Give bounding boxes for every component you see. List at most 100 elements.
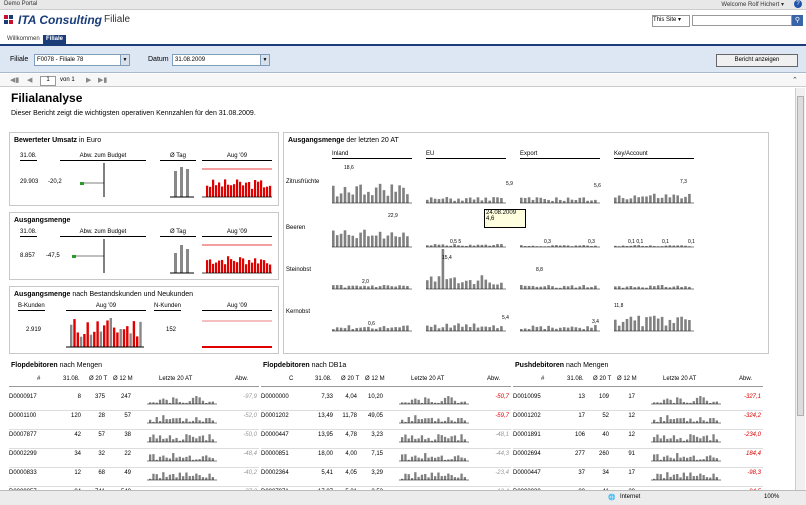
debitor-id[interactable]: D0001202 — [513, 413, 541, 419]
row-sparkline — [147, 449, 217, 465]
table-cell: 4,00 — [333, 451, 357, 457]
spark-bar — [175, 477, 177, 480]
sm-bar — [457, 323, 460, 331]
sm-data-label: 0,6 — [368, 321, 375, 327]
tab-filiale[interactable]: Filiale — [43, 35, 66, 44]
sm-bar — [669, 320, 672, 331]
bkunden-bar — [77, 332, 79, 347]
debitor-id[interactable]: D0001891 — [513, 432, 541, 438]
debitor-id[interactable]: D0000917 — [9, 394, 37, 400]
sm-bar — [567, 198, 570, 203]
sm-cell — [332, 184, 412, 203]
debitor-id[interactable]: D0007877 — [9, 432, 37, 438]
ausgang-month-chart — [202, 239, 274, 275]
search-input[interactable] — [692, 15, 792, 26]
sm-bar — [391, 232, 394, 247]
debitor-id[interactable]: D0001202 — [261, 413, 289, 419]
bestand-header-n: N-Kunden — [154, 303, 181, 311]
zoom-level[interactable]: 100% — [764, 494, 779, 500]
sm-bar — [438, 245, 441, 247]
sm-bar — [430, 197, 433, 203]
spark-bar — [199, 420, 201, 423]
sm-bar — [375, 329, 378, 331]
ausgang-avg-chart — [166, 239, 196, 275]
sm-bar — [528, 286, 531, 289]
collapse-icon[interactable]: ⌃ — [792, 76, 798, 84]
spark-bar — [431, 457, 433, 461]
sm-bar — [571, 327, 574, 331]
table-cell: -50,7 — [471, 394, 509, 400]
month-bar — [206, 186, 208, 197]
next-page-icon[interactable]: ▶ — [86, 76, 91, 84]
view-report-button[interactable]: Bericht anzeigen — [716, 54, 798, 67]
bestand-header-baug: Aug '09 — [66, 303, 146, 311]
filiale-select[interactable]: F0078 - Filiale 78 ▼ — [34, 54, 130, 66]
tab-willkommen[interactable]: Willkommen — [4, 35, 43, 44]
sm-bar — [359, 233, 362, 247]
spark-bar — [464, 402, 466, 404]
debitor-id[interactable]: D0000447 — [513, 470, 541, 476]
spark-bar — [444, 437, 446, 442]
debitor-id[interactable]: D0000833 — [9, 470, 37, 476]
month-bar — [233, 261, 235, 273]
debitor-id[interactable]: D0000000 — [261, 394, 289, 400]
sm-row-zitrus: Zitrusfrüchte — [286, 179, 319, 185]
first-page-icon[interactable]: ◀▮ — [10, 76, 19, 84]
spark-bar — [679, 438, 681, 442]
month-bar — [209, 187, 211, 197]
debitor-id[interactable]: D0002299 — [9, 451, 37, 457]
sm-bar — [461, 282, 464, 289]
datum-select[interactable]: 31.08.2009 ▼ — [172, 54, 270, 66]
spark-bar — [175, 399, 177, 404]
debitor-id[interactable]: D0010095 — [513, 394, 541, 400]
debitor-id[interactable]: D0000447 — [261, 432, 289, 438]
search-scope-select[interactable]: This Site ▾ — [652, 15, 690, 27]
debitor-id[interactable]: D0002694 — [513, 451, 541, 457]
search-button[interactable]: ⚲ — [792, 15, 803, 26]
sm-bar — [676, 317, 679, 331]
spark-bar — [673, 475, 675, 480]
sm-bar — [649, 317, 652, 331]
prev-page-icon[interactable]: ◀ — [27, 76, 32, 84]
page-input[interactable]: 1 — [40, 76, 56, 86]
debitor-id[interactable]: D0002364 — [261, 470, 289, 476]
umsatz-header-month: Aug '09 — [202, 153, 272, 161]
sm-cell — [520, 285, 600, 289]
site-name-link[interactable]: Demo Portal — [4, 1, 37, 7]
spark-bar — [172, 474, 174, 480]
sm-bar — [348, 235, 351, 247]
sm-bar — [500, 283, 503, 289]
umsatz-header-avg: Ø Tag — [160, 153, 196, 161]
sm-cell — [520, 325, 600, 331]
sm-bar — [536, 327, 539, 331]
sm-bar — [676, 195, 679, 203]
debitor-id[interactable]: D0001100 — [9, 413, 36, 419]
scrollbar-thumb[interactable] — [797, 96, 804, 416]
sm-data-label: 0,1 0,1 — [628, 239, 644, 245]
debitor-id[interactable]: D0000851 — [261, 451, 289, 457]
sm-bar — [383, 239, 386, 247]
row-sparkline — [399, 430, 469, 446]
help-icon[interactable]: ? — [794, 0, 802, 8]
table-cell: -50,0 — [219, 432, 257, 438]
last-page-icon[interactable]: ▶▮ — [98, 76, 107, 84]
report-scrollbar[interactable] — [795, 88, 805, 498]
welcome-menu[interactable]: Welcome Rolf Hichert ▾ — [721, 1, 784, 8]
sm-bar — [614, 320, 617, 331]
bkunden-bar — [73, 319, 75, 347]
